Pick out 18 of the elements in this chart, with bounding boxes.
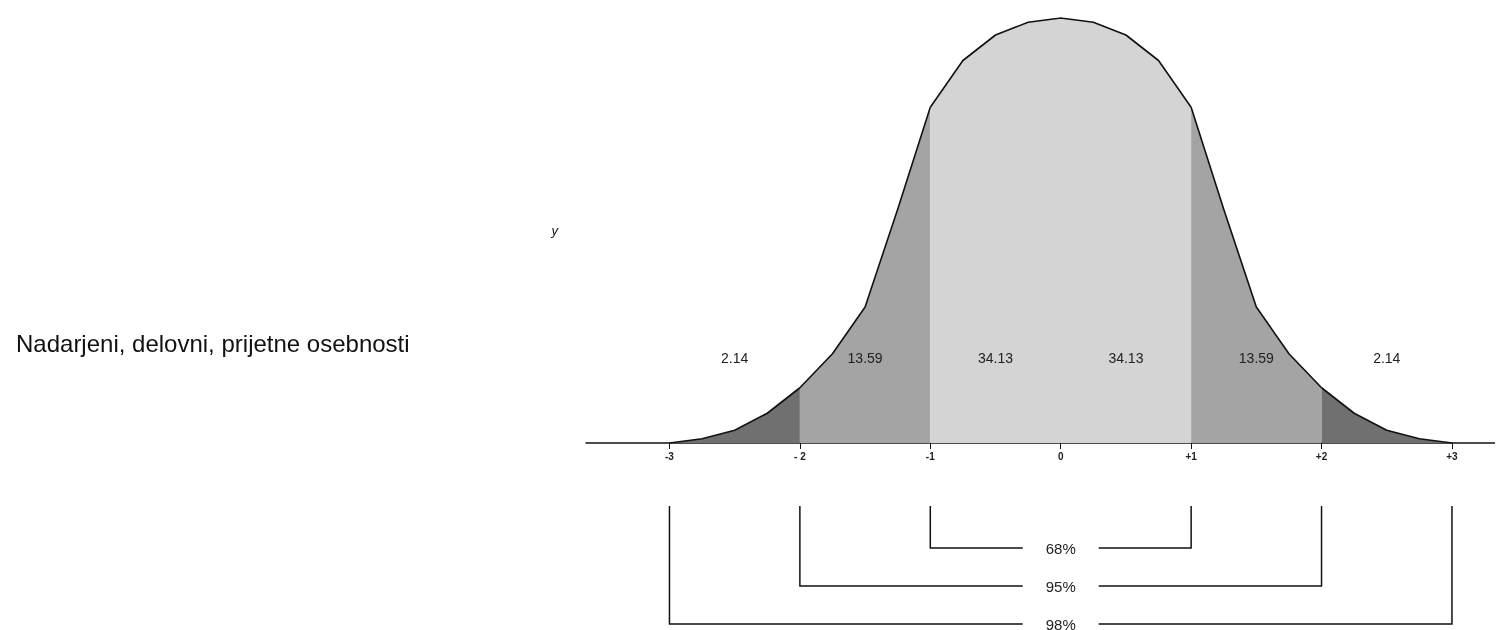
annotation: 2.14 xyxy=(1373,350,1401,366)
text: 68% xyxy=(1045,539,1076,557)
x-tick-label: +3 xyxy=(1446,450,1459,462)
annotation: 13.59 xyxy=(847,350,883,366)
annotation: 34.13 xyxy=(1108,350,1144,366)
annotation: 34.13 xyxy=(977,350,1014,366)
text: 95% xyxy=(1045,577,1076,595)
x-tick-label: - 2 xyxy=(794,450,807,462)
x-tick-label: +2 xyxy=(1315,450,1328,462)
x-tick-label: 0 xyxy=(1057,450,1064,462)
text: 98% xyxy=(1045,615,1076,630)
annotation: 13.59 xyxy=(1238,350,1275,366)
y-axis-title: y xyxy=(550,223,560,238)
text: Nadarjeni, delovni, prijetne osebnosti xyxy=(16,329,410,357)
x-tick-label: +1 xyxy=(1185,450,1198,462)
x-tick-label: -3 xyxy=(665,450,675,462)
x-tick-label: -1 xyxy=(925,450,936,462)
annotation: 2.14 xyxy=(721,350,749,366)
